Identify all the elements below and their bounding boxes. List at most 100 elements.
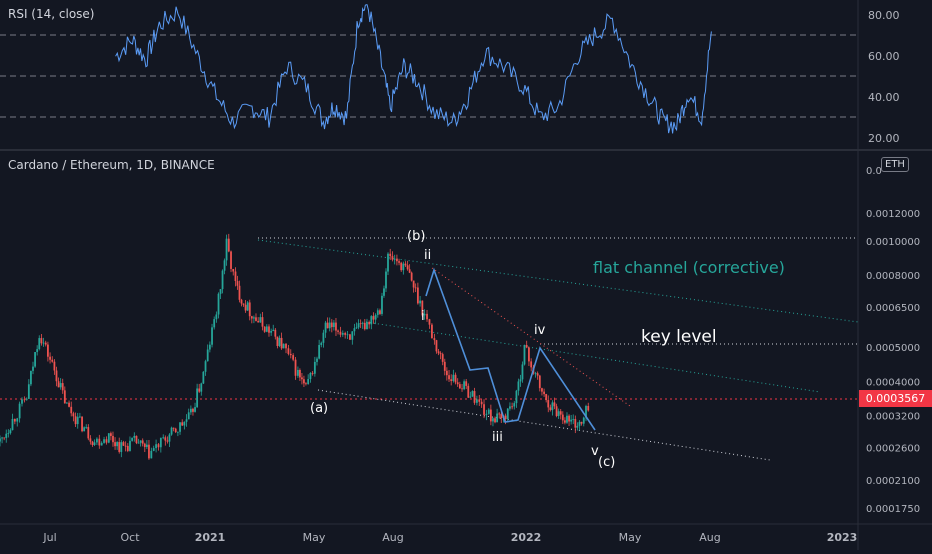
candle-body [467, 385, 470, 398]
red-downtrend-line[interactable] [431, 267, 631, 407]
candle-body [263, 326, 266, 332]
candle-body [439, 353, 442, 355]
candle-body [396, 258, 398, 262]
candle-body [179, 422, 181, 432]
candle-body [346, 334, 349, 336]
candle-body [506, 408, 509, 420]
rsi-line [115, 4, 712, 134]
candle-body [282, 343, 285, 349]
time-tick-label: 2021 [195, 531, 226, 544]
candle-body [383, 288, 385, 296]
elliott-wave-path[interactable] [425, 267, 596, 431]
candle-body [379, 310, 381, 314]
candle-body [400, 262, 403, 271]
wave-label-i: i [421, 309, 425, 324]
candle-body [47, 344, 49, 357]
candle-body [268, 326, 270, 333]
channel-lower-trendline[interactable] [317, 389, 771, 461]
currency-badge[interactable]: ETH [881, 157, 909, 172]
candle-body [78, 416, 81, 418]
candle-body [385, 271, 387, 289]
candle-body [112, 435, 114, 443]
time-tick-label: Jul [42, 531, 56, 544]
candle-body [545, 394, 548, 401]
candle-body [393, 258, 396, 260]
candle-body [124, 445, 127, 447]
channel-annotation[interactable]: flat channel (corrective) [593, 258, 785, 277]
candle-body [18, 403, 21, 419]
key-level-annotation[interactable]: key level [641, 327, 717, 347]
candle-body [580, 421, 583, 424]
wave-label-c: (c) [598, 455, 615, 470]
rsi-tick-label: 20.00 [868, 132, 900, 145]
candle-body [316, 358, 318, 362]
candle-body [74, 416, 77, 425]
candle-body [431, 324, 433, 339]
candle-body [285, 343, 287, 349]
candle-body [0, 438, 1, 442]
candle-body [445, 370, 448, 376]
candle-body [576, 425, 579, 428]
candle-body [109, 433, 112, 436]
candle-body [42, 342, 45, 344]
candle-body [40, 338, 43, 344]
candle-body [143, 443, 146, 447]
candle-body [148, 444, 150, 459]
candle-body [9, 430, 12, 434]
candle-body [408, 269, 411, 273]
candle-body [513, 403, 516, 407]
candle-body [100, 442, 103, 446]
candle-body [376, 310, 379, 315]
candle-body [294, 359, 297, 376]
candle-body [564, 420, 566, 423]
candle-body [164, 437, 167, 441]
candle-body [83, 427, 86, 432]
candle-body [287, 348, 290, 354]
candle-body [553, 402, 556, 407]
candle-body [174, 428, 177, 433]
candle-body [561, 414, 564, 421]
channel-upper-trendline[interactable] [257, 239, 859, 323]
candle-body [53, 361, 56, 371]
candle-body [23, 399, 26, 401]
price-tick-label: 0.0012000 [866, 209, 920, 220]
candle-body [355, 327, 358, 329]
price-tick-label: 0.0004000 [866, 377, 920, 388]
candle-body [232, 268, 235, 272]
candle-body [433, 338, 436, 341]
symbol-title[interactable]: Cardano / Ethereum, 1D, BINANCE [8, 158, 215, 172]
candle-body [587, 405, 590, 411]
candle-body [194, 407, 196, 412]
channel-mid-trendline[interactable] [365, 321, 821, 393]
candle-body [185, 419, 188, 422]
candle-body [85, 427, 88, 428]
candle-body [246, 302, 249, 311]
candle-body [11, 418, 14, 431]
candle-body [234, 271, 237, 282]
candle-body [366, 322, 368, 330]
candle-body [530, 361, 533, 368]
candle-body [492, 418, 494, 422]
candle-body [328, 322, 331, 329]
candle-body [206, 349, 209, 362]
candle-body [381, 295, 383, 314]
candle-body [133, 435, 136, 438]
candle-body [454, 374, 457, 383]
candle-body [196, 388, 199, 408]
candle-body [318, 344, 321, 359]
candle-body [473, 391, 476, 403]
candle-body [145, 444, 148, 447]
rsi-pane-title[interactable]: RSI (14, close) [8, 7, 95, 21]
candle-body [213, 319, 216, 328]
candle-body [475, 399, 478, 403]
candle-body [30, 370, 32, 385]
candle-body [357, 323, 360, 328]
candle-body [25, 398, 28, 400]
rsi-tick-label: 60.00 [868, 50, 900, 63]
candle-body [534, 373, 537, 375]
candle-body [89, 438, 92, 442]
candle-body [34, 352, 36, 367]
candle-body [1, 437, 3, 439]
candle-body [187, 412, 190, 420]
